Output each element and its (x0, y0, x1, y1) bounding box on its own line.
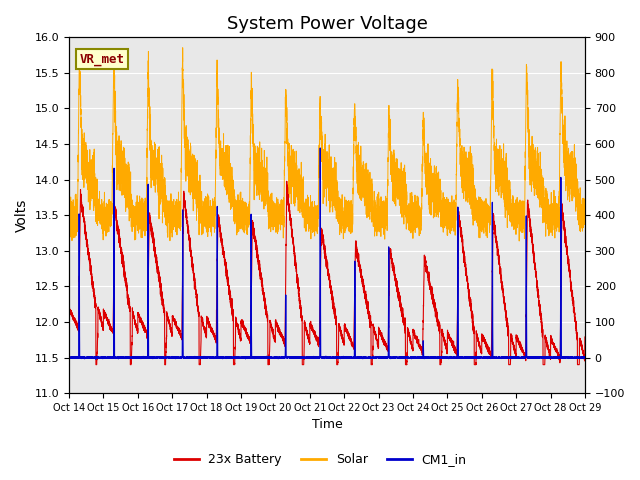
Y-axis label: Volts: Volts (15, 199, 29, 232)
Text: VR_met: VR_met (79, 52, 124, 66)
Legend: 23x Battery, Solar, CM1_in: 23x Battery, Solar, CM1_in (168, 448, 472, 471)
X-axis label: Time: Time (312, 419, 342, 432)
Title: System Power Voltage: System Power Voltage (227, 15, 428, 33)
